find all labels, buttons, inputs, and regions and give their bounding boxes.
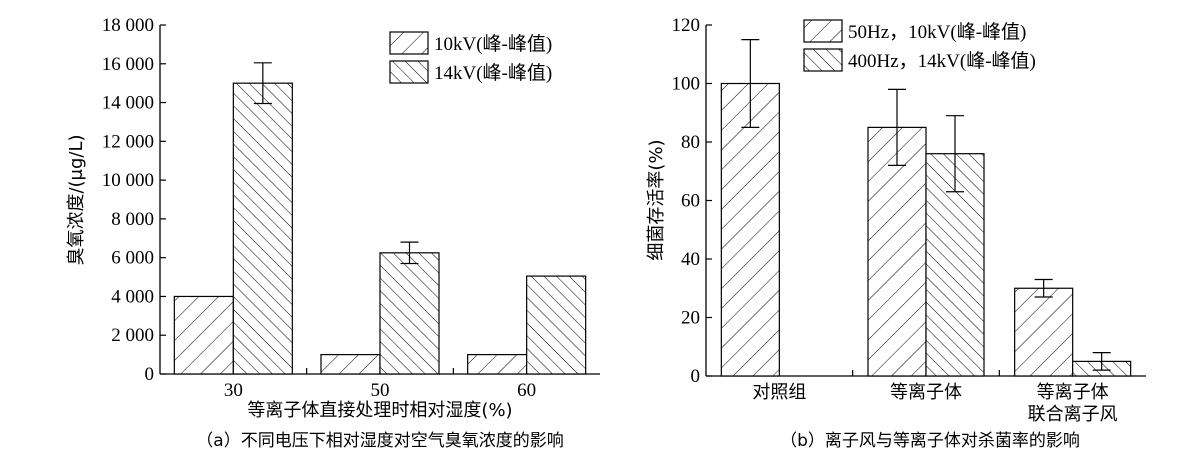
chart-panel-a: 0 2 000 4 000 6 000 8 000 10 000 12 000 14 000 1…: [66, 15, 600, 451]
chart-a-legend: 10kV(峰-峰值) 14kV(峰-峰值): [389, 31, 552, 84]
legend-label-1: 50Hz，10kV(峰-峰值): [848, 21, 1026, 43]
x-tick-label: 等离子体: [890, 382, 962, 403]
x-tick-label: 60: [517, 380, 536, 401]
x-tick-label: 联合离子风: [1028, 404, 1118, 425]
bar-1-2: [320, 354, 381, 375]
y-tick-label: 10 000: [102, 170, 154, 191]
bar-1-1: [720, 82, 780, 377]
y-tick-label: 4 000: [111, 286, 154, 307]
y-tick-label: 14 000: [102, 93, 154, 114]
chart-a-caption: （a）不同电压下相对湿度对空气臭氧浓度的影响: [196, 431, 563, 451]
legend-swatch-2: [389, 60, 429, 84]
x-tick-label: 对照组: [752, 382, 806, 403]
legend-label-2: 14kV(峰-峰值): [434, 62, 552, 84]
bar-2-1: [232, 82, 293, 375]
legend-swatch-1: [389, 31, 429, 55]
y-tick-label: 80: [681, 132, 700, 153]
legend-label-1: 10kV(峰-峰值): [434, 33, 552, 55]
y-tick-label: 18 000: [102, 15, 154, 36]
legend-swatch-2: [803, 48, 843, 72]
x-tick-label: 50: [371, 380, 390, 401]
y-tick-label: 0: [691, 366, 701, 387]
legend-swatch-1: [803, 19, 843, 43]
x-tick-label: 30: [224, 380, 243, 401]
bar-1-1: [173, 295, 234, 375]
bar-1-2: [867, 126, 927, 377]
chart-a-axes: 0 2 000 4 000 6 000 8 000 10 000 12 000 14 000 1…: [102, 15, 600, 401]
y-tick-label: 40: [681, 249, 700, 270]
chart-b-legend: 50Hz，10kV(峰-峰值) 400Hz，14kV(峰-峰值): [803, 19, 1036, 72]
bar-1-3: [467, 354, 528, 375]
y-tick-label: 2 000: [111, 325, 154, 346]
y-tick-label: 20: [681, 308, 700, 329]
bar-1-3: [1014, 287, 1074, 377]
y-tick-label: 120: [672, 15, 701, 36]
chart-a-x-axis-label: 等离子体直接处理时相对湿度(%): [247, 400, 512, 421]
chart-a-y-axis-label: 臭氧浓度/(μg/L): [66, 134, 87, 265]
chart-a-bars: [173, 62, 587, 375]
bar-2-2: [379, 252, 440, 375]
chart-b-bars: [720, 39, 1132, 377]
chart-b-y-axis-label: 细菌存活率(%): [646, 139, 667, 260]
y-tick-label: 12 000: [102, 131, 154, 152]
bar-2-3: [526, 275, 587, 375]
legend-label-2: 400Hz，14kV(峰-峰值): [848, 50, 1036, 72]
y-tick-label: 0: [145, 364, 155, 385]
y-tick-label: 6 000: [111, 248, 154, 269]
y-tick-label: 100: [672, 74, 701, 95]
y-tick-label: 16 000: [102, 54, 154, 75]
x-tick-label: 等离子体: [1037, 382, 1109, 403]
y-tick-label: 8 000: [111, 209, 154, 230]
chart-b-caption: （b）离子风与等离子体对杀菌率的影响: [780, 431, 1080, 451]
y-tick-label: 60: [681, 191, 700, 212]
